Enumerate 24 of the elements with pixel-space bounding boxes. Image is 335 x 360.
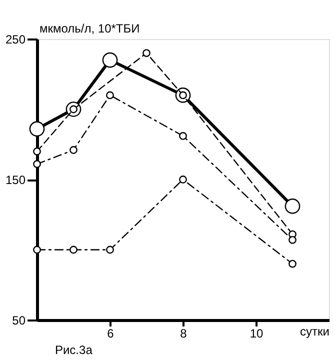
point [106,91,114,100]
point [106,246,114,254]
y-tick-label: 250 [5,32,26,46]
y-tick-label: 150 [5,173,26,187]
point [179,132,187,140]
text: Рис.3а [54,343,93,357]
point [102,52,118,68]
x-tick-label: 6 [107,326,114,340]
point [288,236,296,244]
point [288,260,296,268]
y-tick-label: 50 [12,314,26,328]
point [33,246,41,254]
point [70,246,78,254]
point [284,198,300,214]
x-axis-title: сутки [300,324,330,338]
point [29,121,45,137]
x-tick-label: 8 [180,326,188,340]
point [70,146,78,154]
point [33,147,41,156]
point [33,160,41,168]
x-tick-label: 10 [250,326,264,340]
point [179,176,187,184]
y-axis-title: мкмоль/л, 10*ТБИ [40,22,140,36]
point [142,49,150,57]
